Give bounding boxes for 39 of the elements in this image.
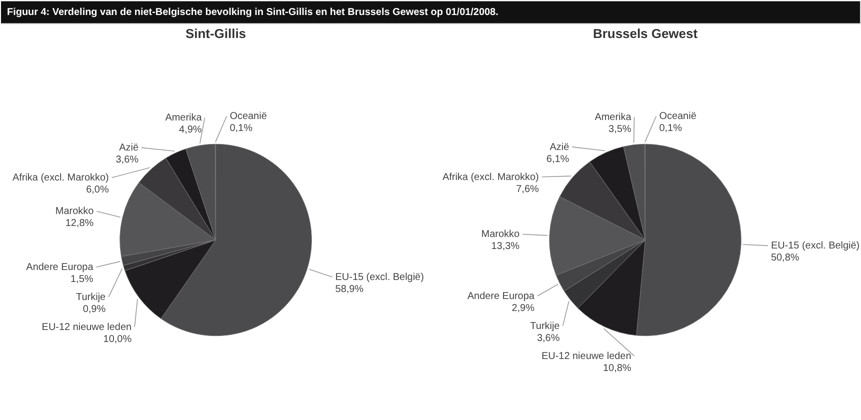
data-label: 3,6% xyxy=(116,154,139,166)
data-label: 0,1% xyxy=(230,123,253,134)
data-label: 10,0% xyxy=(103,334,132,346)
data-label: 10,8% xyxy=(602,362,632,374)
slice-label: Afrika (excl. Marokko) xyxy=(12,172,109,184)
slice-label: Amerika xyxy=(594,112,632,123)
slice-label: EU-12 nieuwe leden xyxy=(541,350,632,362)
data-label: 4,9% xyxy=(179,124,202,136)
slice-label: Oceanië xyxy=(659,111,697,122)
chart-title: Sint-Gillis xyxy=(185,26,246,42)
slice-label: EU-15 (excl. België) xyxy=(770,240,860,252)
slice-label: Afrika (excl. Marokko) xyxy=(442,172,539,183)
slice-label: Andere Europa xyxy=(26,262,94,274)
slice-label: Marokko xyxy=(55,206,94,218)
slice-label: Andere Europa xyxy=(467,290,535,302)
slice-label: Amerika xyxy=(165,112,202,124)
chart-title: Brussels Gewest xyxy=(592,26,698,42)
data-label: 7,6% xyxy=(516,184,539,195)
slice-label: Oceanië xyxy=(230,111,268,122)
data-label: 6,1% xyxy=(546,154,570,165)
data-label: 1,5% xyxy=(70,274,94,286)
slice-label: Azië xyxy=(119,142,139,154)
data-label: 12,8% xyxy=(65,218,94,230)
data-label: 3,5% xyxy=(608,124,632,135)
data-label: 13,3% xyxy=(491,241,520,252)
data-label: 3,6% xyxy=(536,332,560,344)
data-label: 0,1% xyxy=(659,123,682,134)
data-label: 2,9% xyxy=(512,302,535,314)
data-label: 6,0% xyxy=(86,184,109,196)
data-label: 50,8% xyxy=(770,252,800,264)
slice-label: Turkije xyxy=(76,292,106,304)
slice-label: EU-15 (excl. België) xyxy=(335,272,424,284)
data-label: 58,9% xyxy=(335,284,364,296)
slice-label: Turkije xyxy=(530,320,560,332)
slice-label: EU-12 nieuwe leden xyxy=(42,322,132,334)
text: Figuur 4: Verdeling van de niet-Belgische bevolking in Sint-Gillis en het Brussels Gewest op 01/01/2008. xyxy=(6,7,499,18)
slice-label: Marokko xyxy=(481,229,520,240)
slice-label: Azië xyxy=(550,142,570,153)
data-label: 0,9% xyxy=(82,304,106,316)
